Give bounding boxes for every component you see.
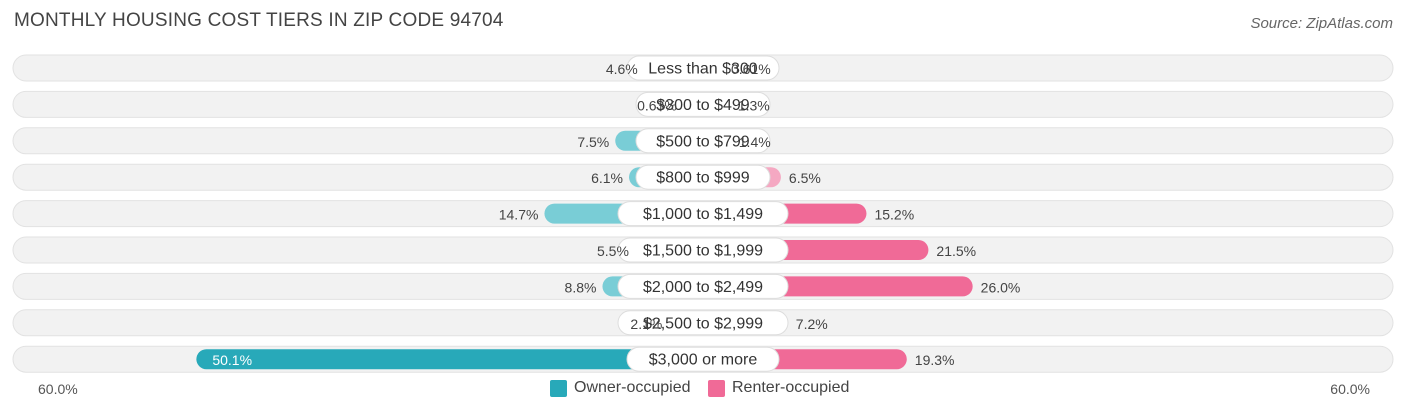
owner-value-label: 5.5% [597,243,629,259]
category-label: $1,500 to $1,999 [643,243,763,260]
legend-owner-label: Owner-occupied [574,379,691,396]
renter-value-label: 7.2% [796,316,828,332]
owner-value-label: 4.6% [606,61,638,77]
renter-value-label: 1.3% [738,97,770,113]
renter-value-label: 0.61% [731,61,771,77]
category-label: $2,500 to $2,999 [643,315,763,332]
owner-value-label: 50.1% [212,352,252,368]
owner-value-label: 6.1% [591,170,623,186]
category-label: $2,000 to $2,499 [643,279,763,296]
category-label: $500 to $799 [656,133,750,150]
owner-value-label: 14.7% [499,207,539,223]
category-pill [635,91,771,117]
category-label: $3,000 or more [649,352,758,369]
legend-owner-swatch [550,379,567,397]
renter-value-label: 21.5% [936,243,976,259]
owner-value-label: 2.1% [630,316,662,332]
renter-value-label: 6.5% [789,170,821,186]
legend: Owner-occupied Renter-occupied [0,379,1406,399]
category-pill [617,273,789,299]
category-pill [617,201,789,227]
legend-renter-swatch [708,379,725,397]
renter-value-label: 26.0% [981,279,1021,295]
legend-renter: Renter-occupied [708,379,849,397]
source-credit: Source: ZipAtlas.com [1250,15,1393,32]
renter-value-label: 1.4% [739,134,771,150]
chart-canvas: Less than $300 4.6% 0.61% $300 to $4990.63%… [12,54,1394,373]
axis-right-label: 60.0% [1330,381,1370,397]
category-label: $800 to $999 [656,170,750,187]
renter-value-label: 19.3% [915,352,955,368]
owner-bar [196,349,703,370]
axis-left-label: 60.0% [38,381,78,397]
category-pill [635,128,771,154]
legend-owner: Owner-occupied [550,379,691,397]
legend-renter-label: Renter-occupied [732,379,850,396]
chart-title: MONTHLY HOUSING COST TIERS IN ZIP CODE 9… [14,10,504,31]
category-label: Less than $300 [648,61,758,78]
category-label: $1,000 to $1,499 [643,206,763,223]
owner-value-label: 0.63% [637,97,677,113]
owner-value-label: 7.5% [577,134,609,150]
owner-value-label: 8.8% [565,279,597,295]
category-pill [626,55,780,81]
renter-value-label: 15.2% [874,207,914,223]
category-label: $300 to $499 [656,97,750,114]
category-pill [617,237,789,263]
category-pill [635,164,771,190]
category-pill [617,310,789,336]
category-pill [626,346,780,372]
